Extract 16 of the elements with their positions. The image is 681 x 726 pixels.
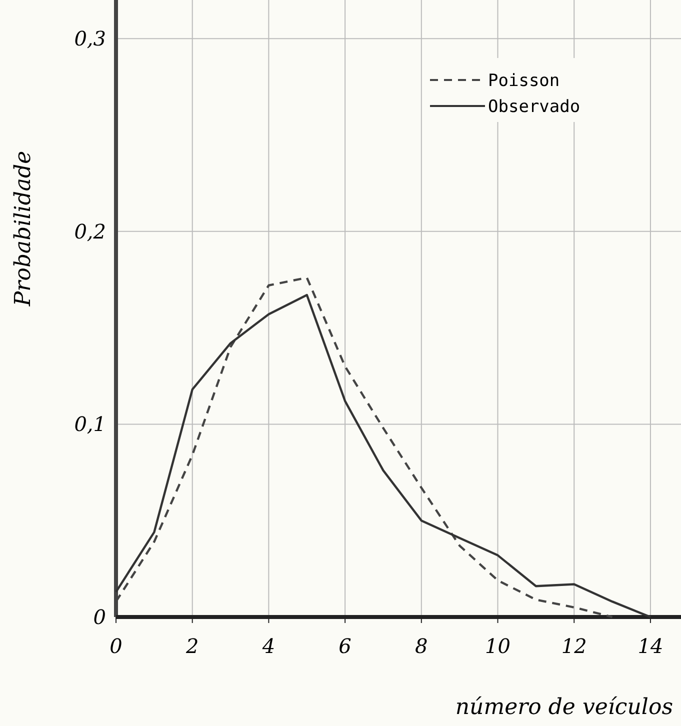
x-tick-label: 14 [638,634,664,658]
legend-label: Observado [488,97,580,117]
x-tick-label: 6 [338,634,352,658]
y-tick-label: 0,2 [74,219,106,244]
legend-label: Poisson [488,71,560,91]
x-tick-label: 8 [415,634,428,658]
y-tick-label: 0,3 [74,26,106,51]
x-tick-label: 0 [110,634,123,658]
y-axis-title: Probabilidade [11,150,36,308]
x-tick-label: 12 [561,634,587,658]
x-tick-label: 2 [184,634,199,658]
y-tick-label: 0 [93,605,106,629]
y-tick-label: 0,1 [74,412,106,436]
x-tick-label: 4 [261,634,276,658]
x-axis-title: número de veículos [455,695,673,720]
x-tick-label: 10 [485,634,511,658]
